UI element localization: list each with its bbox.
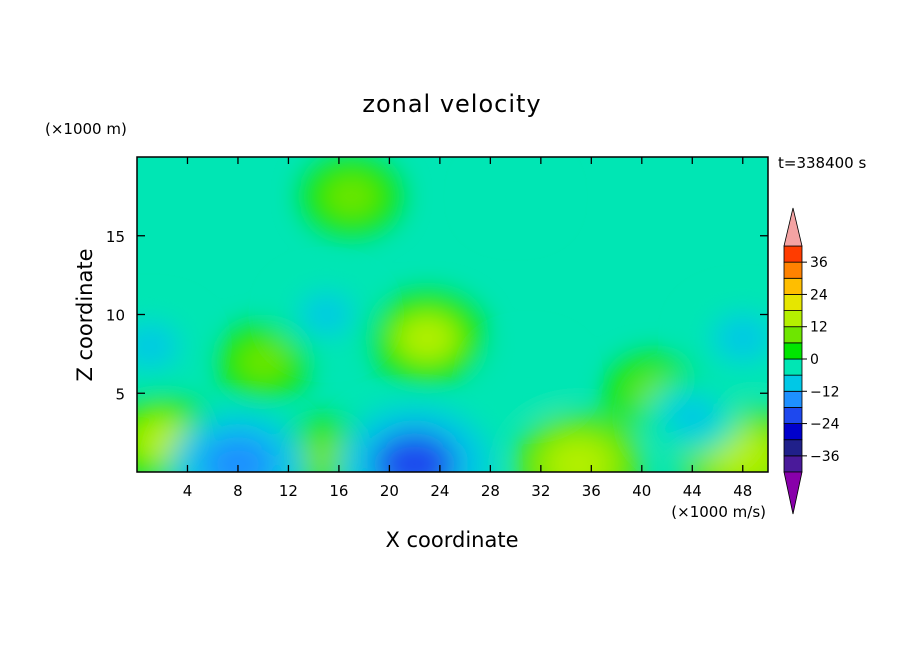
colorbar-arrow-bottom <box>783 471 803 515</box>
field-core-15 <box>665 395 720 439</box>
y-axis-ticks: 5 10 15 <box>106 228 768 403</box>
x-tick-label-8: 36 <box>582 482 601 500</box>
colorbar: 36 24 12 0 −12 −24 −36 <box>783 207 840 515</box>
x-axis-ticks: 4 8 12 16 20 24 28 32 36 40 44 48 <box>183 157 752 500</box>
colorbar-band-5 <box>783 374 803 392</box>
field-core-3 <box>544 437 614 472</box>
x-tick-label-9: 40 <box>632 482 651 500</box>
x-tick-label-11: 48 <box>733 482 752 500</box>
x-tick-label-0: 4 <box>183 482 193 500</box>
colorbar-band-4 <box>783 390 803 408</box>
colorbar-label-6: −36 <box>810 449 840 465</box>
x-tick-label-7: 32 <box>531 482 550 500</box>
x-axis-label: X coordinate <box>385 528 518 552</box>
field-core-11 <box>300 294 353 335</box>
contour-fields <box>137 157 768 472</box>
colorbar-band-1 <box>783 439 803 457</box>
x-tick-label-4: 20 <box>380 482 399 500</box>
y-axis-unit: (×1000 m) <box>45 120 127 138</box>
field-core-14 <box>493 178 539 215</box>
y-tick-label-0: 5 <box>115 385 125 403</box>
colorbar-band-11 <box>783 277 803 295</box>
plot-area <box>137 157 768 472</box>
field-core-13 <box>324 175 379 218</box>
colorbar-label-5: −24 <box>810 417 840 433</box>
x-tick-label-6: 28 <box>481 482 500 500</box>
x-tick-label-10: 44 <box>683 482 702 500</box>
x-tick-label-1: 8 <box>233 482 243 500</box>
field-core-0 <box>395 313 460 363</box>
x-tick-label-5: 24 <box>430 482 449 500</box>
colorbar-band-9 <box>783 310 803 328</box>
colorbar-band-6 <box>783 358 803 376</box>
x-tick-label-3: 16 <box>329 482 348 500</box>
chart-title: zonal velocity <box>362 90 541 118</box>
colorbar-label-2: 12 <box>810 320 828 336</box>
colorbar-band-8 <box>783 326 803 344</box>
colorbar-label-3: 0 <box>810 352 819 368</box>
x-tick-label-2: 12 <box>279 482 298 500</box>
colorbar-band-0 <box>783 455 803 473</box>
y-tick-label-1: 10 <box>106 307 125 325</box>
colorbar-band-3 <box>783 407 803 424</box>
colorbar-label-0: 36 <box>810 255 828 271</box>
field-core-8 <box>201 435 275 472</box>
field-core-7 <box>372 432 457 472</box>
colorbar-label-4: −12 <box>810 384 840 400</box>
colorbar-arrow-top <box>783 207 803 247</box>
field-core-9 <box>137 323 179 369</box>
field-core-10 <box>713 315 768 362</box>
y-tick-label-2: 15 <box>106 228 125 246</box>
colorbar-band-10 <box>783 294 803 311</box>
colorbar-band-13 <box>783 245 803 263</box>
colorbar-label-1: 24 <box>810 287 828 303</box>
colorbar-band-7 <box>783 342 803 360</box>
time-label: t=338400 s <box>778 154 866 172</box>
y-axis-label: Z coordinate <box>73 248 97 381</box>
field-core-1 <box>237 341 290 383</box>
colorbar-band-12 <box>783 261 803 279</box>
x-axis-unit: (×1000 m/s) <box>671 503 766 521</box>
colorbar-band-2 <box>783 423 803 441</box>
field-core-12 <box>503 357 554 398</box>
